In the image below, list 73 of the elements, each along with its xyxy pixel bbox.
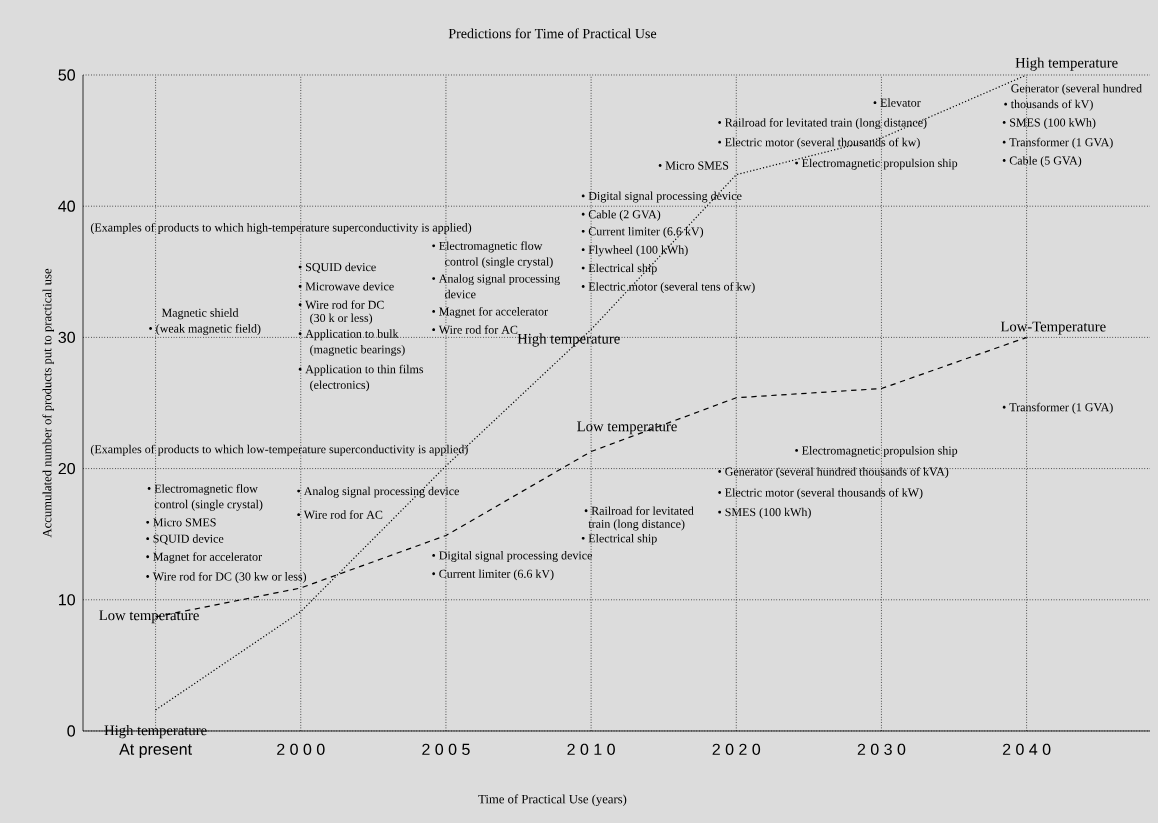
annotation: High temperature — [104, 724, 207, 739]
x-tick-label: 2 0 0 0 — [277, 743, 325, 756]
annotation: • Current limiter (6.6 kV) — [432, 569, 554, 581]
annotation: • Micro SMES — [658, 161, 729, 170]
annotation: • Electric motor (several thousands of kw) — [718, 137, 920, 149]
series-label: Low-Temperature — [1000, 321, 1106, 335]
x-tick-label: 2 0 2 0 — [712, 743, 761, 756]
annotation: Generator (several hundred — [1011, 83, 1142, 95]
x-tick-label: 2 0 0 5 — [422, 743, 470, 756]
annotation: • SQUID device — [298, 262, 376, 273]
annotation: • Electric motor (several thousands of kW) — [718, 488, 923, 500]
annotation: • Micro SMES — [146, 518, 216, 527]
annotation: (electronics) — [310, 380, 370, 392]
annotation: (Examples of products to which low-temperature superconductivity is applied) — [90, 444, 468, 456]
annotation: (Examples of products to which high-temperature superconductivity is applied) — [90, 222, 472, 235]
annotation: • Wire rod for AC — [297, 510, 383, 519]
annotation: • Analog signal processing device — [297, 486, 459, 498]
y-tick-label: 20 — [58, 462, 76, 475]
annotation: • Flywheel (100 kWh) — [581, 245, 688, 257]
annotation: • Digital signal processing device — [581, 191, 742, 203]
annotation: • Magnet for accelerator — [146, 552, 262, 564]
annotation: device — [445, 289, 476, 299]
x-tick-label: At present — [119, 743, 192, 759]
annotation: • Application to bulk — [298, 329, 399, 341]
annotation: Magnetic shield — [161, 308, 239, 320]
annotation: • Transformer (1 GVA) — [1002, 137, 1113, 149]
annotation: High temperature — [517, 333, 620, 347]
annotation: • Microwave device — [298, 282, 394, 291]
annotation: • SQUID device — [146, 534, 224, 545]
y-tick-label: 10 — [59, 594, 76, 606]
annotation: • thousands of kV) — [1004, 99, 1093, 111]
y-axis-title: Accumulated number of products put to practical use — [42, 268, 55, 538]
annotation: • Magnet for accelerator — [432, 306, 548, 318]
annotation: • Application to thin films — [298, 364, 424, 376]
annotation: • Current limiter (6.6 kV) — [581, 226, 704, 238]
annotation: train (long distance) — [588, 519, 685, 531]
annotation: • Electric motor (several tens of kw) — [581, 282, 755, 294]
annotation: • Railroad for levitated — [584, 506, 694, 515]
annotation: • Electromagnetic propulsion ship — [795, 158, 958, 170]
x-axis-title: Time of Practical Use (years) — [478, 794, 627, 807]
annotation: • (weak magnetic field) — [149, 324, 261, 336]
annotation: • SMES (100 kWh) — [1002, 118, 1096, 129]
annotation: • Electrical ship — [581, 534, 657, 545]
chart-title: Predictions for Time of Practical Use — [448, 28, 657, 39]
y-tick-label: 40 — [58, 200, 76, 212]
x-tick-label: 2 0 4 0 — [1002, 743, 1051, 756]
annotation: • SMES (100 kWh) — [718, 507, 811, 519]
annotation: • Wire rod for AC — [432, 325, 518, 334]
annotation: • Elevator — [873, 98, 921, 107]
annotation: Low temperature — [99, 610, 199, 624]
annotation: • Wire rod for DC (30 kw or less) — [146, 571, 307, 583]
annotation: control (single crystal) — [445, 257, 553, 269]
annotation: • Generator (several hundred thousands of kVA) — [718, 467, 949, 479]
annotation: control (single crystal) — [154, 499, 263, 511]
annotation: • Electrical ship — [581, 263, 657, 275]
annotation: • Electromagnetic flow — [147, 484, 258, 496]
y-tick-label: 50 — [58, 69, 76, 81]
annotation: (30 k or less) — [310, 313, 373, 325]
annotation: (magnetic bearings) — [310, 345, 405, 356]
y-tick-label: 0 — [67, 725, 76, 737]
annotation: • Transformer (1 GVA) — [1002, 402, 1113, 414]
annotation: • Digital signal processing device — [432, 551, 592, 562]
y-tick-label: 30 — [58, 331, 76, 344]
annotation: • Electromagnetic propulsion ship — [795, 446, 958, 457]
annotation: • Wire rod for DC — [298, 300, 384, 309]
x-tick-label: 2 0 1 0 — [567, 743, 615, 756]
annotation: Low temperature — [577, 421, 677, 435]
annotation: • Electromagnetic flow — [432, 241, 543, 253]
x-tick-label: 2 0 3 0 — [857, 743, 906, 756]
annotation: • Analog signal processing — [432, 274, 560, 286]
series-label: High temperature — [1015, 57, 1118, 71]
annotation: • Cable (5 GVA) — [1002, 156, 1082, 168]
annotation: • Cable (2 GVA) — [581, 209, 661, 221]
